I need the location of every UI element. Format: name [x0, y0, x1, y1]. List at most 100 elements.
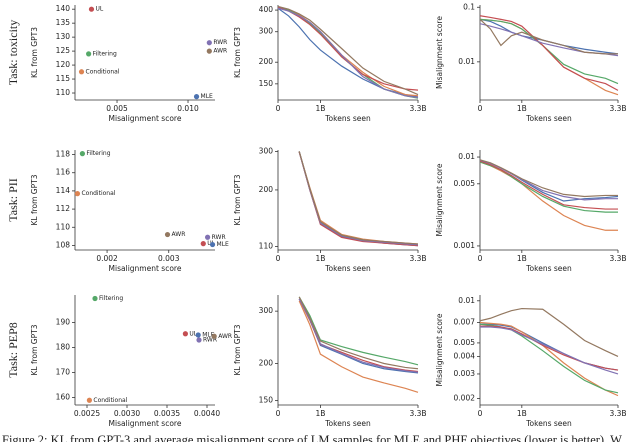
y-tick-label: 150: [259, 396, 274, 405]
series-line: [278, 6, 419, 91]
series-line: [298, 151, 419, 247]
point: [200, 241, 206, 247]
y-axis-label: Misalignment score: [435, 313, 444, 386]
x-axis-label: Tokens seen: [324, 264, 371, 273]
y-axis-label: KL from GPT3: [233, 27, 242, 78]
y-tick-label: 140: [56, 4, 71, 13]
point-label: Conditional: [93, 397, 127, 404]
x-tick-label: 0: [276, 409, 281, 418]
x-axis-label: Misalignment score: [109, 419, 182, 428]
series-line: [480, 160, 618, 210]
series-line: [480, 18, 619, 96]
y-tick-label: 112: [56, 204, 71, 213]
y-tick-label: 116: [56, 168, 71, 177]
x-tick-label: 1B: [315, 409, 325, 418]
y-tick-label: 0.005: [454, 179, 476, 188]
point: [86, 397, 92, 403]
series-line: [278, 5, 419, 96]
caption: Figure 2: KL from GPT-3 and average misa…: [2, 433, 622, 442]
series-line: [480, 307, 619, 358]
panel: 150 200 300 0 1B 3.3B Tokens seen KL from GPT3: [233, 295, 427, 428]
panel: 160 170 180 190 0.0025 0.0030 0.0035 0.0040 Misa…: [30, 295, 232, 428]
point-label: MLE: [202, 332, 215, 339]
x-axis-label: Tokens seen: [324, 114, 371, 123]
x-tick-label: 3.3B: [409, 409, 426, 418]
lines: [480, 307, 619, 397]
x-tick-label: 0: [478, 409, 483, 418]
y-tick-label: 114: [56, 186, 71, 195]
y-tick-label: 400: [259, 5, 274, 14]
x-tick-label: 0.003: [158, 254, 180, 263]
y-tick-label: 135: [56, 18, 71, 27]
x-axis-label: Tokens seen: [525, 114, 572, 123]
y-tick-label: 0.1: [463, 2, 475, 11]
panel: 110 200 300 0 1B 3.3B Tokens seen KL from GPT3: [233, 147, 427, 273]
y-tick-label: 0.007: [454, 317, 476, 326]
point: [209, 241, 216, 248]
series-line: [278, 7, 419, 98]
y-tick-label: 108: [56, 240, 71, 249]
point-label: UL: [95, 6, 103, 13]
point: [211, 333, 217, 339]
panel: 150 200 300 400 0 1B 3.3B Tokens seen KL from GP…: [233, 5, 427, 123]
y-tick-label: 0.01: [458, 152, 475, 161]
x-tick-label: 3.3B: [609, 104, 626, 113]
x-tick-label: 0: [478, 254, 483, 263]
x-tick-label: 1B: [517, 254, 527, 263]
series-line: [298, 296, 419, 370]
x-tick-label: 0: [478, 104, 483, 113]
y-tick-label: 150: [259, 79, 274, 88]
series-line: [298, 151, 419, 246]
y-axis-label: Misalignment score: [435, 163, 444, 236]
point: [182, 331, 188, 337]
y-axis-label: Misalignment score: [435, 16, 444, 89]
y-tick-label: 300: [259, 27, 274, 36]
point-label: Conditional: [86, 68, 120, 75]
y-axis-label: KL from GPT3: [233, 324, 242, 375]
series-line: [298, 152, 419, 245]
point-label: AWR: [213, 48, 227, 55]
x-tick-label: 0.0025: [74, 409, 100, 418]
point: [195, 332, 201, 338]
x-axis-label: Tokens seen: [525, 419, 572, 428]
x-axis-label: Tokens seen: [525, 264, 572, 273]
point: [196, 337, 202, 343]
point: [193, 94, 200, 100]
x-tick-label: 0.010: [177, 104, 199, 113]
point-label: AWR: [218, 333, 232, 340]
point-label: Filtering: [93, 50, 117, 57]
series-line: [298, 151, 419, 247]
point: [74, 191, 81, 197]
panel: 110 115 120 125 130 135 140 0.005 0.010Misalignm…: [30, 4, 227, 123]
point: [206, 48, 212, 54]
y-tick-label: 190: [56, 318, 71, 327]
panel: 0.1 0.01 0 1B 3.3B Tokens seen Misalignment sc…: [435, 2, 627, 123]
y-tick-label: 115: [56, 74, 71, 83]
y-axis-label: KL from GPT3: [233, 174, 242, 225]
point-label: UL: [189, 330, 197, 337]
series-line: [480, 159, 618, 198]
series-line: [480, 326, 619, 375]
series-line: [278, 6, 419, 97]
point-label: RWR: [203, 337, 217, 344]
x-axis-label: Misalignment score: [109, 264, 182, 273]
y-tick-label: 0.004: [454, 351, 476, 360]
point: [78, 69, 85, 75]
y-tick-label: 180: [56, 343, 71, 352]
x-tick-label: 3.3B: [409, 254, 426, 263]
point: [92, 295, 98, 302]
y-tick-label: 200: [259, 358, 274, 367]
x-tick-label: 1B: [517, 104, 527, 113]
point: [204, 234, 211, 240]
series-line: [298, 300, 419, 393]
point: [206, 40, 212, 46]
lines: [278, 5, 419, 99]
y-tick-label: 118: [56, 150, 71, 159]
y-tick-label: 125: [56, 46, 71, 55]
y-tick-label: 170: [56, 368, 71, 377]
y-tick-label: 200: [259, 185, 274, 194]
x-tick-label: 1B: [517, 409, 527, 418]
y-tick-label: 0.001: [454, 241, 476, 250]
series-line: [480, 325, 619, 371]
